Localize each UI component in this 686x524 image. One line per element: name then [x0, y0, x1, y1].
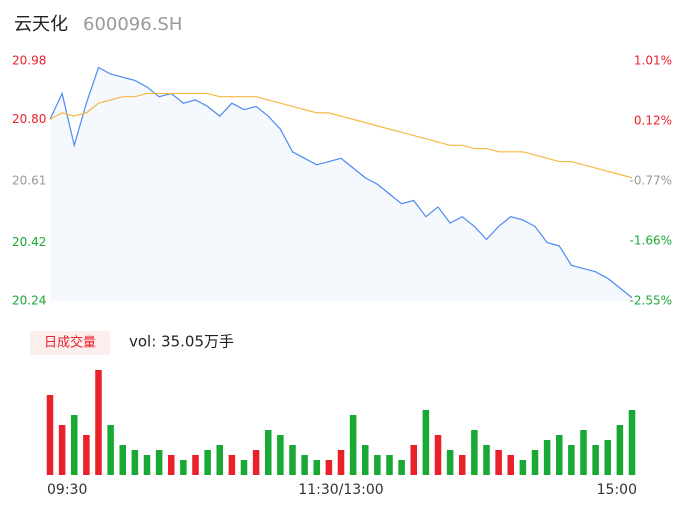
- volume-bar: [264, 430, 272, 475]
- volume-bar: [192, 455, 199, 475]
- volume-bar: [434, 435, 442, 475]
- volume-bar: [289, 445, 296, 475]
- volume-bar: [531, 450, 539, 475]
- volume-bar: [446, 450, 454, 475]
- x-tick-label: 11:30/13:00: [298, 482, 383, 498]
- volume-bar: [483, 445, 490, 475]
- volume-bar: [240, 460, 248, 475]
- volume-bar: [83, 435, 90, 475]
- volume-bar: [507, 455, 515, 475]
- x-tick-label: 09:30: [47, 482, 87, 498]
- volume-label: 日成交量: [44, 335, 96, 351]
- y-tick-label: 20.98: [12, 54, 46, 68]
- y2-tick-label: -0.77%: [630, 174, 672, 188]
- y2-tick-label: -1.66%: [630, 234, 672, 248]
- y2-tick-label: -2.55%: [630, 294, 672, 308]
- volume-bar: [180, 460, 187, 475]
- volume-bar: [119, 445, 127, 475]
- volume-bar: [519, 460, 527, 475]
- volume-bar: [204, 450, 211, 475]
- volume-bar: [422, 410, 430, 475]
- y-tick-label: 20.61: [12, 174, 46, 188]
- volume-bar: [277, 435, 284, 475]
- y2-tick-label: 1.01%: [634, 54, 672, 68]
- volume-bar: [616, 425, 624, 475]
- volume-bar: [131, 450, 139, 475]
- volume-bar: [155, 450, 163, 475]
- y2-tick-label: 0.12%: [634, 114, 672, 128]
- stock-code: 600096.SH: [83, 14, 182, 35]
- volume-bar: [555, 435, 563, 475]
- y-tick-label: 20.80: [12, 112, 46, 126]
- volume-bar: [628, 410, 636, 475]
- volume-bar: [374, 455, 381, 475]
- volume-bar: [592, 445, 599, 475]
- volume-bar: [107, 425, 114, 475]
- x-tick-label: 15:00: [597, 482, 637, 498]
- price-area: [50, 67, 632, 302]
- volume-bar: [349, 415, 357, 475]
- volume-bar: [313, 460, 321, 475]
- volume-bar: [386, 455, 393, 475]
- volume-bar: [228, 455, 236, 475]
- volume-bar: [252, 450, 260, 475]
- volume-bar: [70, 415, 78, 475]
- volume-bar: [543, 440, 551, 475]
- average-line: [49, 92, 633, 179]
- volume-bar: [95, 370, 102, 475]
- volume-bar: [143, 455, 151, 475]
- volume-bar: [568, 445, 575, 475]
- volume-bar: [58, 425, 66, 475]
- volume-bar: [458, 455, 466, 475]
- y-tick-label: 20.24: [12, 294, 46, 308]
- volume-bar: [471, 430, 478, 475]
- volume-bar: [604, 440, 612, 475]
- volume-tag: [30, 331, 110, 355]
- volume-bar: [325, 460, 333, 475]
- volume-bar: [216, 445, 224, 475]
- volume-bar: [410, 445, 418, 475]
- stock-name: 云天化: [14, 14, 68, 35]
- volume-bar: [167, 455, 175, 475]
- volume-bar: [495, 450, 502, 475]
- y-tick-label: 20.42: [12, 235, 46, 249]
- volume-bar: [361, 445, 369, 475]
- volume-text: vol: 35.05万手: [129, 333, 234, 351]
- price-line: [49, 66, 633, 299]
- volume-bar: [46, 395, 54, 475]
- volume-bar: [337, 450, 345, 475]
- volume-bar: [301, 455, 308, 475]
- volume-bar: [580, 430, 587, 475]
- volume-bar: [398, 460, 405, 475]
